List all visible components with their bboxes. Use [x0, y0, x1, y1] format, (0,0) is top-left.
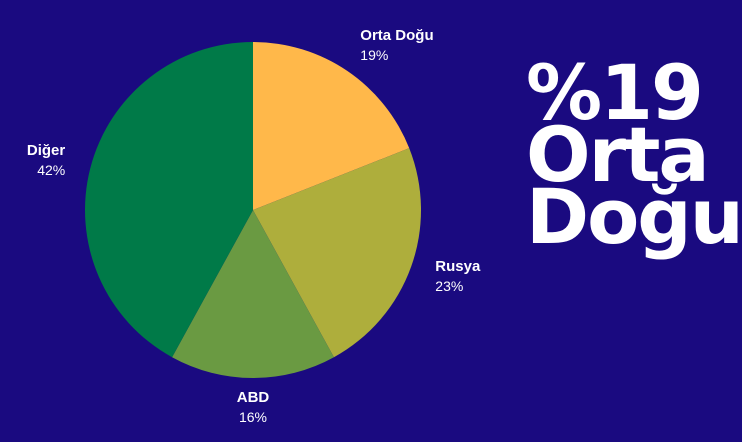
slice-category-label-1: Rusya: [435, 258, 481, 275]
headline-line-2: Orta: [526, 110, 710, 199]
slice-category-label-3: Diğer: [27, 142, 66, 159]
pie-slice-0: [253, 42, 410, 210]
slice-value-label-2: 16%: [239, 409, 267, 425]
slice-value-label-3: 42%: [37, 162, 65, 178]
slice-category-label-0: Orta Doğu: [360, 27, 433, 44]
slice-value-label-1: 23%: [435, 278, 463, 294]
pie-slice-1: [253, 148, 421, 358]
slice-category-label-2: ABD: [237, 389, 270, 406]
headline-line-3: Doğu: [526, 172, 742, 261]
slice-value-label-0: 19%: [360, 47, 388, 63]
headline: %19 Orta Doğu: [526, 48, 742, 261]
headline-percent: %19: [526, 48, 704, 137]
pie-slice-3: [85, 42, 253, 358]
pie-slice-2: [172, 210, 334, 378]
